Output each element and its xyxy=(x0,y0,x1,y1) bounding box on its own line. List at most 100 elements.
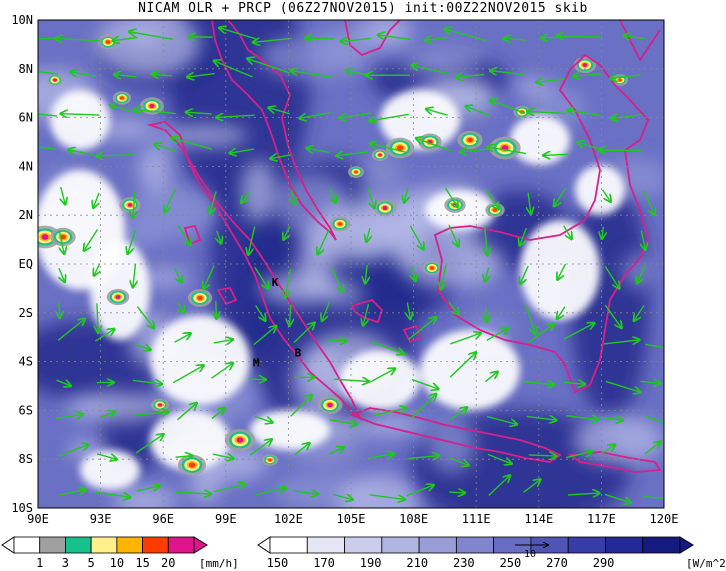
olr-mid-cloud xyxy=(325,413,423,438)
precip-tick-label: 1 xyxy=(36,556,43,570)
wind-vector xyxy=(214,61,253,78)
wind-vector xyxy=(404,187,408,203)
wind-vector xyxy=(611,115,643,119)
wind-vector xyxy=(290,395,312,417)
olr-colorbar: 150 170 190 210 230 250 270 290 10 [W/m^… xyxy=(257,536,726,570)
wind-vector xyxy=(527,324,553,344)
precip-cell-core xyxy=(236,437,244,443)
wind-vector xyxy=(38,37,60,40)
wind-vector xyxy=(255,488,286,496)
wind-vector xyxy=(56,39,100,41)
wind-vector xyxy=(563,225,572,239)
olr-swatch xyxy=(418,536,457,554)
wind-vector xyxy=(378,35,412,41)
wind-vector xyxy=(135,434,163,454)
wind-vector xyxy=(520,265,529,284)
precip-tick-label: 10 xyxy=(110,556,124,570)
wind-vector xyxy=(328,341,347,342)
lon-label: 114E xyxy=(524,512,553,526)
wind-vector xyxy=(285,268,292,298)
wind-vector xyxy=(56,380,70,386)
wind-vector xyxy=(173,268,182,283)
wind-vector xyxy=(294,443,309,456)
precip-swatch xyxy=(116,536,143,554)
lat-label: 8S xyxy=(19,452,33,466)
olr-tick-label: 230 xyxy=(453,556,475,570)
wind-vector xyxy=(485,372,497,383)
wind-vector xyxy=(537,79,566,83)
olr-clear-sky xyxy=(420,330,520,410)
wind-vector xyxy=(114,74,137,77)
olr-swatch xyxy=(381,536,420,554)
olr-swatch xyxy=(567,536,606,554)
lat-label: 10S xyxy=(11,501,33,515)
olr-mid-cloud xyxy=(573,415,664,464)
olr-tick-label: 190 xyxy=(360,556,382,570)
wind-vector xyxy=(175,456,192,458)
olr-swatch xyxy=(605,536,644,554)
wind-vector xyxy=(445,29,487,42)
wind-vector xyxy=(135,412,169,415)
wind-vector xyxy=(230,149,255,153)
precip-cell-core xyxy=(157,403,163,407)
lat-lon-grid xyxy=(38,20,664,508)
wind-vector xyxy=(644,442,660,455)
lon-label: 105E xyxy=(337,512,366,526)
olr-unit: [W/m^2] xyxy=(686,557,726,570)
wind-vector xyxy=(566,416,598,420)
lon-label: 99E xyxy=(215,512,237,526)
wind-vector xyxy=(563,323,594,340)
wind-vector xyxy=(216,301,217,318)
precip-swatch xyxy=(90,536,118,554)
olr-clear-sky xyxy=(50,90,110,150)
precip-cell-core xyxy=(197,295,203,301)
wind-vector xyxy=(247,59,291,74)
wind-vector xyxy=(637,265,647,283)
precip-cell-core xyxy=(119,96,125,100)
wind-vector xyxy=(573,74,602,77)
wind-vector xyxy=(604,493,631,502)
map-field: K M B xyxy=(38,20,664,508)
wind-vector xyxy=(426,109,448,116)
wind-vector xyxy=(136,306,153,328)
wind-vector xyxy=(605,380,640,392)
wind-vector xyxy=(425,37,449,40)
marker-k: K xyxy=(272,276,279,289)
wind-vector xyxy=(557,36,602,37)
precip-tick-label: 15 xyxy=(135,556,149,570)
wind-vector xyxy=(293,491,318,494)
wind-vector xyxy=(643,190,655,215)
wind-vector xyxy=(84,229,99,251)
olr-mid-cloud xyxy=(258,273,343,304)
wind-vector xyxy=(330,188,335,203)
wind-vector xyxy=(96,453,117,459)
wind-vector xyxy=(370,143,407,154)
wind-vector xyxy=(485,226,488,255)
precip-cell-core xyxy=(354,170,358,174)
olr-clear-sky xyxy=(150,315,250,405)
wind-vector xyxy=(94,491,130,497)
wind-vector xyxy=(643,495,664,500)
wind-vector xyxy=(363,304,370,325)
precip-cell-core xyxy=(337,222,343,226)
wind-vector xyxy=(441,264,447,289)
wind-vector xyxy=(59,230,64,253)
wind-vector xyxy=(99,412,115,419)
wind-vector xyxy=(293,323,314,344)
wind-vector xyxy=(217,115,255,117)
wind-vector xyxy=(93,192,99,208)
wind-vector xyxy=(466,106,491,117)
plot-frame xyxy=(37,19,665,509)
wind-vector xyxy=(541,37,568,38)
wind-vector xyxy=(250,379,265,380)
wind-vector xyxy=(557,263,567,279)
wind-vector xyxy=(97,303,98,332)
wind-vector xyxy=(57,319,85,341)
wind-vector xyxy=(490,100,526,114)
wind-vector xyxy=(186,112,212,114)
wind-vector xyxy=(59,490,86,496)
wind-vector xyxy=(133,263,136,287)
wind-vector xyxy=(456,74,485,77)
wind-vector xyxy=(172,365,203,384)
